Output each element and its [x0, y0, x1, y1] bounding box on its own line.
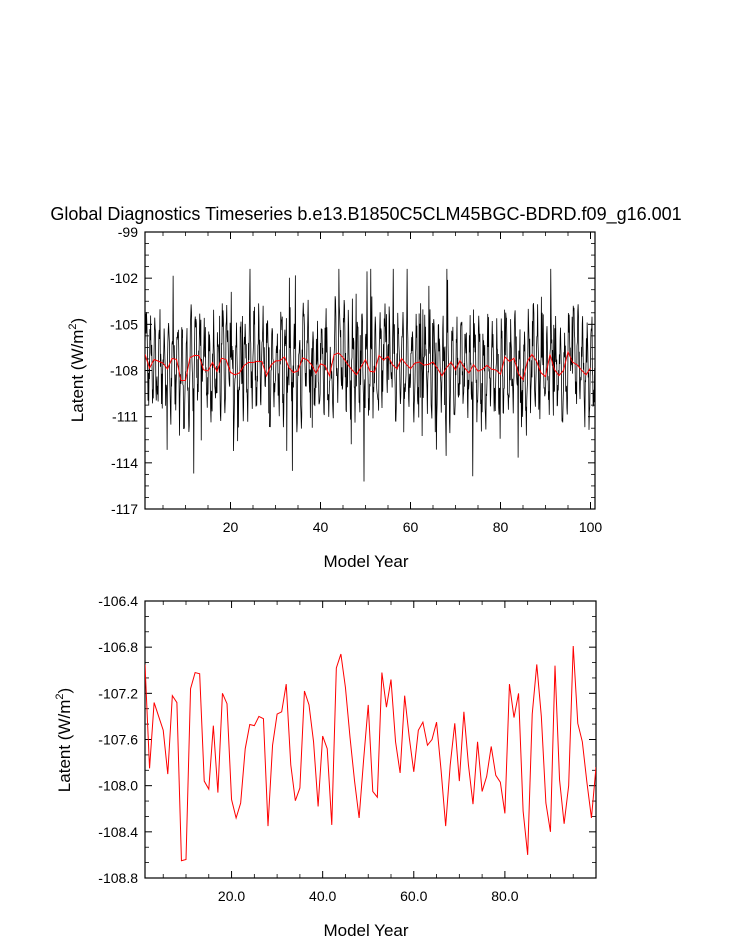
x-tick-label: 40 — [313, 519, 329, 535]
y-tick-label: -117 — [111, 501, 138, 517]
x-tick-label: 60.0 — [400, 888, 427, 904]
y-tick-label: -108 — [110, 363, 138, 379]
bottom-axis-ticks — [145, 600, 597, 879]
top-y-label-sup: 2 — [67, 323, 79, 329]
top-x-axis-label: Model Year — [323, 552, 408, 571]
y-tick-label: -106.8 — [98, 639, 138, 655]
annual-mean-line-detail — [145, 645, 596, 862]
y-tick-label: -99 — [118, 224, 138, 240]
y-tick-label: -106.4 — [98, 593, 138, 609]
bottom-panel: -106.4 -106.8 -107.2 -107.6 -108.0 -108.4 -108… — [54, 593, 597, 940]
annual-mean-line — [145, 350, 591, 382]
x-tick-label: 100 — [579, 519, 603, 535]
top-y-label-end: ) — [68, 318, 87, 324]
x-tick-label: 80.0 — [491, 888, 518, 904]
bottom-y-label-main: Latent (W/m — [55, 700, 74, 793]
bottom-y-tick-labels: -106.4 -106.8 -107.2 -107.6 -108.0 -108.4 -108… — [98, 593, 138, 886]
bottom-y-label-sup: 2 — [54, 693, 66, 699]
top-y-label-main: Latent (W/m — [68, 330, 87, 423]
top-y-axis-label: Latent (W/m2) — [67, 318, 87, 422]
y-tick-label: -114 — [111, 455, 138, 471]
x-tick-label: 40.0 — [309, 888, 336, 904]
y-tick-label: -108.4 — [98, 824, 138, 840]
y-tick-label: -107.2 — [98, 685, 138, 701]
monthly-series-line — [145, 268, 595, 482]
bottom-y-axis-label: Latent (W/m2) — [54, 688, 74, 792]
x-tick-label: 80 — [493, 519, 509, 535]
top-y-tick-labels: -99 -102 -105 -108 -111 -114 -117 — [110, 224, 138, 517]
x-tick-label: 60 — [403, 519, 419, 535]
bottom-y-label-end: ) — [55, 688, 74, 694]
y-tick-label: -108.8 — [98, 870, 138, 886]
y-tick-label: -102 — [110, 270, 138, 286]
top-x-tick-labels: 20 40 60 80 100 — [223, 519, 603, 535]
y-tick-label: -105 — [110, 316, 138, 332]
chart-title: Global Diagnostics Timeseries b.e13.B185… — [50, 204, 681, 225]
y-tick-label: -107.6 — [98, 732, 138, 748]
x-tick-label: 20 — [223, 519, 239, 535]
top-panel: Global Diagnostics Timeseries b.e13.B185… — [50, 204, 681, 571]
y-tick-label: -111 — [112, 409, 138, 425]
bottom-x-axis-label: Model Year — [323, 921, 408, 940]
bottom-x-tick-labels: 20.0 40.0 60.0 80.0 — [218, 888, 519, 904]
y-tick-label: -108.0 — [98, 778, 138, 794]
x-tick-label: 20.0 — [218, 888, 245, 904]
